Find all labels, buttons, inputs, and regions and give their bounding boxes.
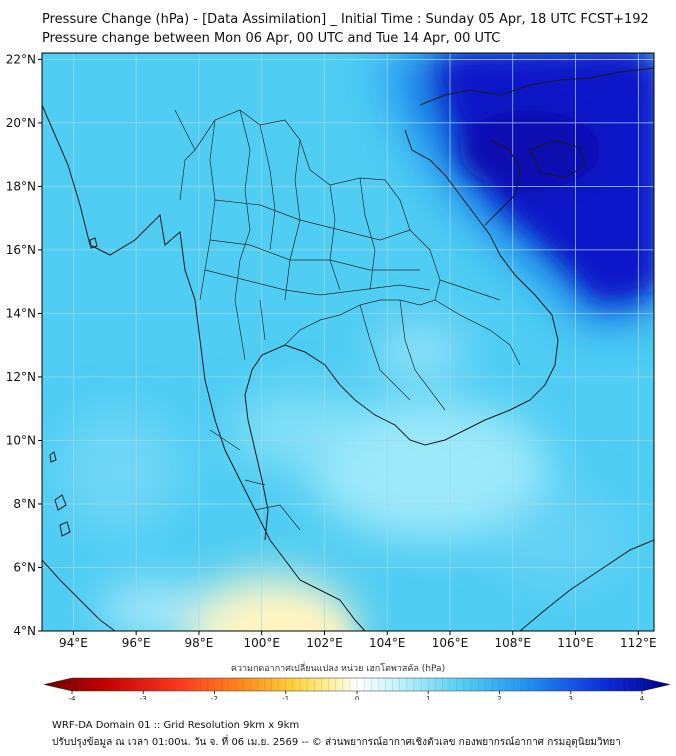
map-gridlines <box>42 53 654 631</box>
lon-tick-label: 100°E <box>243 636 280 650</box>
colorbar-tick-label: 3 <box>569 695 573 700</box>
lat-tick-label: 6°N <box>13 560 36 574</box>
colorbar-title: ความกดอากาศเปลี่ยนแปลง หน่วย เฮกโตพาสคัล… <box>230 664 446 674</box>
lat-tick-label: 18°N <box>6 179 36 193</box>
latitude-labels: 22°N 20°N 18°N 16°N 14°N 12°N 10°N 8°N 6°N 4°N <box>6 52 42 638</box>
colorbar-tick-label: 4 <box>640 695 645 700</box>
colorbar-tick-label: -4 <box>69 695 77 700</box>
colorbar-tick-label: -3 <box>140 695 147 700</box>
lat-tick-label: 10°N <box>6 433 36 447</box>
lon-tick-label: 96°E <box>122 636 151 650</box>
lon-tick-label: 98°E <box>184 636 213 650</box>
colorbar-tick-label: -1 <box>282 695 289 700</box>
lat-tick-label: 22°N <box>6 52 36 66</box>
lat-tick-label: 20°N <box>6 116 36 130</box>
lat-tick-label: 8°N <box>13 497 36 511</box>
province-borders <box>174 109 521 531</box>
pressure-field <box>42 53 654 631</box>
lat-tick-label: 4°N <box>13 624 36 638</box>
footer-model-info: WRF-DA Domain 01 :: Grid Resolution 9km … <box>52 720 300 731</box>
lat-tick-label: 12°N <box>6 370 36 384</box>
colorbar-tick-label: 0 <box>355 695 359 700</box>
lon-tick-label: 108°E <box>495 636 532 650</box>
lat-tick-label: 14°N <box>6 306 36 320</box>
lon-tick-label: 106°E <box>432 636 469 650</box>
map-panel: 22°N 20°N 18°N 16°N 14°N 12°N 10°N 8°N 6°N 4°N 94… <box>6 52 671 700</box>
map-frame <box>41 52 655 632</box>
lat-tick-label: 16°N <box>6 243 36 257</box>
colorbar-tick-label: -2 <box>211 695 218 700</box>
longitude-labels: 94°E 96°E 98°E 100°E 102°E 104°E 106°E 108°E 110… <box>59 631 657 650</box>
chart-title: Pressure Change (hPa) - [Data Assimilati… <box>42 12 649 27</box>
lon-tick-label: 104°E <box>369 636 406 650</box>
lon-tick-label: 112°E <box>620 636 657 650</box>
lon-tick-label: 102°E <box>306 636 343 650</box>
colorbar-ticks: -4 -3 -2 -1 0 1 2 3 4 <box>69 691 645 700</box>
coastlines-borders <box>42 67 654 631</box>
colorbar: -4 -3 -2 -1 0 1 2 3 4 <box>43 677 671 700</box>
chart-subtitle: Pressure change between Mon 06 Apr, 00 U… <box>42 31 501 46</box>
lon-tick-label: 110°E <box>557 636 594 650</box>
colorbar-tick-label: 2 <box>497 695 501 700</box>
footer-credit: ปรับปรุงข้อมูล ณ เวลา 01:00น. วัน จ. ที่… <box>52 737 621 748</box>
lon-tick-label: 94°E <box>59 636 88 650</box>
colorbar-tick-label: 1 <box>426 695 430 700</box>
